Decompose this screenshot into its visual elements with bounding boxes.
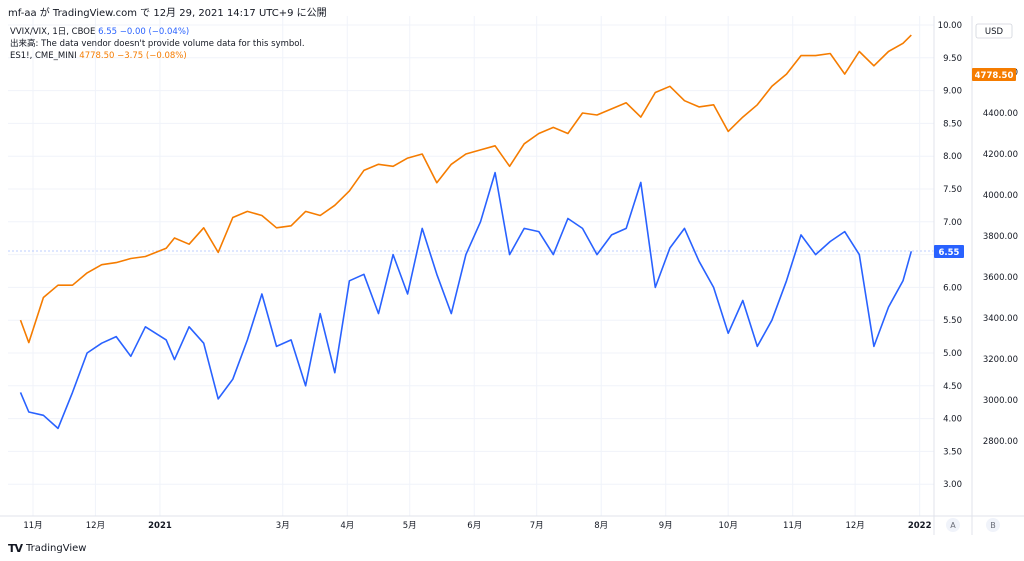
badge-es: 4778.50 (972, 68, 1016, 81)
right-tick-label: 3200.00 (983, 355, 1018, 365)
legend-row-es[interactable]: ES1!, CME_MINI 4778.50 −3.75 (−0.08%) (10, 50, 305, 62)
left-tick-label: 3.50 (943, 447, 962, 457)
tradingview-brand[interactable]: TV TradingView (8, 542, 86, 555)
left-tick-label: 4.50 (943, 382, 962, 392)
left-tick-label: 3.00 (943, 480, 962, 490)
right-tick-label: 3800.00 (983, 232, 1018, 242)
left-tick-label: 7.00 (943, 218, 962, 228)
time-scale[interactable]: 11月 12月 2021 3月 4月 5月 6月 7月 8月 9月 10月 11月 12月 2022 (23, 521, 931, 531)
left-tick-label: 9.00 (943, 87, 962, 97)
left-tick-label: 5.50 (943, 316, 962, 326)
publish-header: mf-aa が TradingView.com で 12月 29, 2021 1… (8, 8, 327, 19)
scale-button-b[interactable]: B (986, 518, 1000, 532)
volume-note: 出来高: The data vendor doesn't provide vol… (10, 39, 305, 49)
left-tick-label: 8.50 (943, 119, 962, 129)
es-line (19, 34, 912, 344)
vvix-change: −0.00 (−0.04%) (119, 27, 190, 37)
usd-unit-box[interactable] (975, 23, 1013, 39)
series-layer (19, 34, 913, 430)
left-tick-label: 10.00 (938, 21, 962, 31)
time-tick-label: 5月 (403, 521, 417, 531)
legend: VVIX/VIX, 1日, CBOE 6.55 −0.00 (−0.04%) 出… (10, 26, 305, 62)
scale-button-b-label: B (990, 521, 996, 530)
left-tick-label: 8.00 (943, 152, 962, 162)
time-tick-label: 2021 (148, 521, 172, 531)
time-tick-label: 8月 (594, 521, 608, 531)
scale-button-a[interactable]: A (946, 518, 960, 532)
es-label: ES1!, CME_MINI (10, 51, 77, 61)
price-scale-right[interactable]: 4600.004400.004200.004000.003800.003600.… (983, 68, 1018, 447)
vvix-label: VVIX/VIX, 1日, CBOE (10, 27, 96, 37)
right-tick-label: 2800.00 (983, 437, 1018, 447)
left-tick-label: 6.00 (943, 283, 962, 293)
badge-vvix: 6.55 (934, 245, 964, 258)
scale-button-a-label: A (950, 521, 956, 530)
tradingview-logo-icon: TV (8, 542, 23, 555)
left-tick-label: 5.00 (943, 349, 962, 359)
time-tick-label: 2022 (908, 521, 932, 531)
time-tick-label: 12月 (845, 521, 864, 531)
time-tick-label: 3月 (276, 521, 290, 531)
badge-es-text: 4778.50 (975, 71, 1014, 81)
time-tick-label: 12月 (86, 521, 105, 531)
es-value: 4778.50 (79, 51, 115, 61)
legend-row-vvix[interactable]: VVIX/VIX, 1日, CBOE 6.55 −0.00 (−0.04%) (10, 26, 305, 38)
badge-vvix-text: 6.55 (939, 248, 960, 258)
time-tick-label: 11月 (783, 521, 802, 531)
right-tick-label: 3000.00 (983, 396, 1018, 406)
time-tick-label: 10月 (719, 521, 738, 531)
time-tick-label: 9月 (659, 521, 673, 531)
usd-unit-label: USD (985, 27, 1004, 37)
vvix-value: 6.55 (98, 27, 118, 37)
right-tick-label: 4400.00 (983, 109, 1018, 119)
es-change: −3.75 (−0.08%) (117, 51, 187, 61)
time-tick-label: 7月 (530, 521, 544, 531)
right-tick-label: 4000.00 (983, 191, 1018, 201)
grid-lines (8, 16, 934, 516)
left-tick-label: 9.50 (943, 54, 962, 64)
time-tick-label: 11月 (23, 521, 42, 531)
left-tick-label: 4.00 (943, 415, 962, 425)
right-tick-label: 3600.00 (983, 273, 1018, 283)
vvix-line (19, 171, 913, 430)
right-tick-label: 3400.00 (983, 314, 1018, 324)
left-tick-label: 7.50 (943, 185, 962, 195)
time-tick-label: 6月 (467, 521, 481, 531)
right-tick-label: 4200.00 (983, 150, 1018, 160)
brand-name: TradingView (26, 543, 87, 554)
time-tick-label: 4月 (340, 521, 354, 531)
